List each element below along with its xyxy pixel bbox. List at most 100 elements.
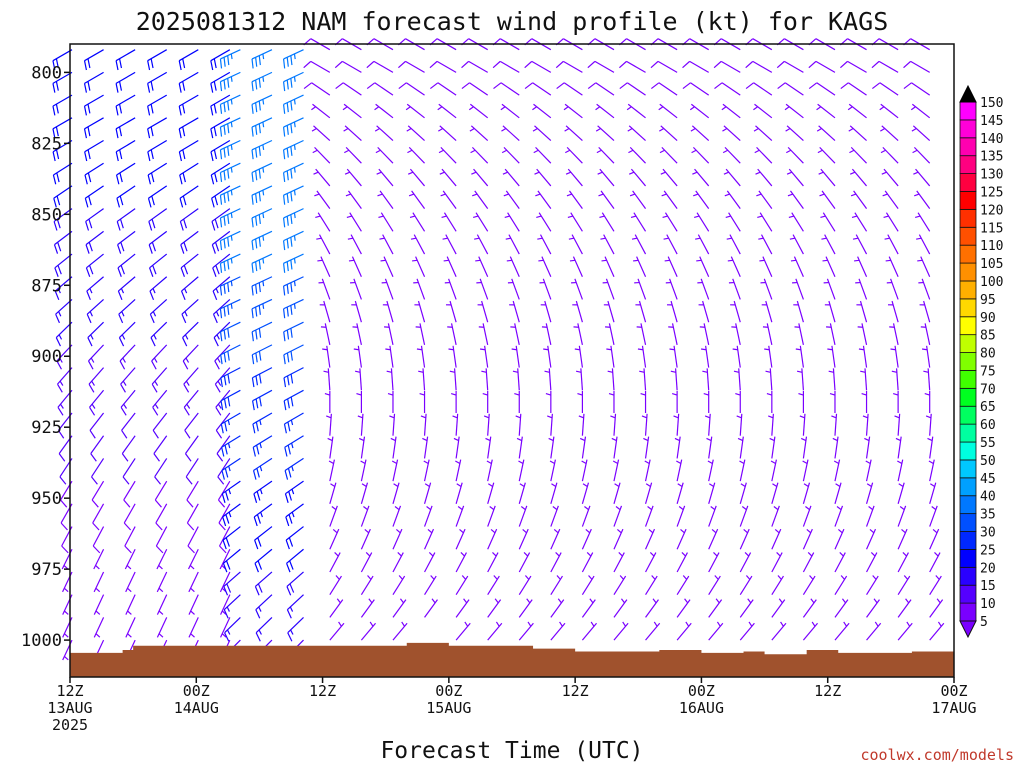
barb-flag [870,552,876,557]
colorbar-label: 150 [980,96,1003,111]
barb-staff [423,505,433,527]
barb-flag [215,406,222,416]
wind-barb [510,323,520,346]
wind-barb [682,82,710,96]
barb-flag [596,149,602,154]
wind-barb [360,482,369,505]
barb-staff [116,185,136,199]
barb-staff [284,435,304,448]
wind-barb [117,230,136,254]
barb-flag [227,373,231,384]
barb-flag [258,373,262,384]
barb-flag [53,244,59,254]
barb-staff [537,190,552,209]
wind-barb [493,82,520,96]
barb-staff [724,146,741,164]
barb-flag [227,282,230,293]
barb-flag [123,499,131,508]
barb-flag [255,170,258,181]
barb-staff [221,480,241,495]
barb-staff [541,256,552,278]
barb-flag [147,151,151,162]
wind-barb [455,528,466,550]
barb-staff [703,323,710,346]
barb-flag [211,198,215,208]
barb-flag [183,218,188,229]
barb-flag [184,288,188,294]
barb-flag [222,563,228,573]
barb-staff [664,212,678,232]
wind-barb [802,575,816,595]
barb-staff [149,253,168,269]
barb-flag [151,383,158,393]
wind-barb [676,575,690,595]
barb-flag [627,127,633,132]
barb-flag [629,193,636,197]
wind-barb [376,168,394,187]
barb-staff [550,575,564,595]
wind-barb [881,168,899,187]
barb-flag [543,348,549,351]
wind-barb [284,435,304,457]
barb-flag [151,195,155,206]
barb-flag [494,598,499,604]
barb-flag [87,360,94,370]
wind-barb [477,300,489,323]
colorbar-label: 100 [980,275,1003,290]
wind-barb [855,278,868,300]
barb-staff [154,458,168,478]
colorbar-cell [959,208,977,228]
wind-barb [739,575,753,595]
barb-flag [485,437,491,442]
barb-staff [220,389,241,402]
barb-staff [84,162,104,176]
barb-flag [314,193,320,197]
wind-barb [769,436,776,459]
barb-staff [405,60,425,73]
barb-flag [60,499,68,508]
barb-flag [818,171,824,175]
wind-barb [820,212,836,232]
barb-flag [774,528,780,534]
barb-flag [221,470,225,480]
wind-barb [470,146,489,164]
barb-staff [929,528,940,550]
barb-flag [251,172,254,183]
wind-barb [847,103,867,119]
barb-flag [662,215,668,219]
barb-flag [227,237,230,247]
barb-staff [859,300,868,323]
wind-barb [823,278,836,300]
barb-staff [659,103,678,119]
barb-flag [511,348,517,351]
barb-flag [227,396,231,407]
barb-flag [287,398,290,409]
wind-barb [866,598,880,618]
barb-staff [784,82,804,96]
barb-flag [737,437,744,442]
barb-flag [473,215,479,219]
barb-flag [257,583,263,593]
barb-staff [578,345,583,368]
barb-flag [217,380,222,386]
barb-flag [374,127,380,132]
barb-flag [850,193,857,197]
barb-staff [220,298,241,310]
barb-staff [351,256,362,278]
barb-flag [230,99,233,105]
barb-flag [795,348,801,351]
barb-flag [115,174,120,185]
barb-staff [692,146,710,164]
barb-flag [658,106,664,111]
barb-staff [255,616,273,634]
barb-staff [599,168,615,187]
barb-flag [286,79,289,90]
barb-staff [533,103,552,119]
barb-staff [595,82,615,96]
barb-staff [669,278,678,300]
barb-flag [567,215,574,219]
wind-barb [486,459,493,482]
wind-barb [91,480,105,508]
wind-barb [253,503,273,527]
